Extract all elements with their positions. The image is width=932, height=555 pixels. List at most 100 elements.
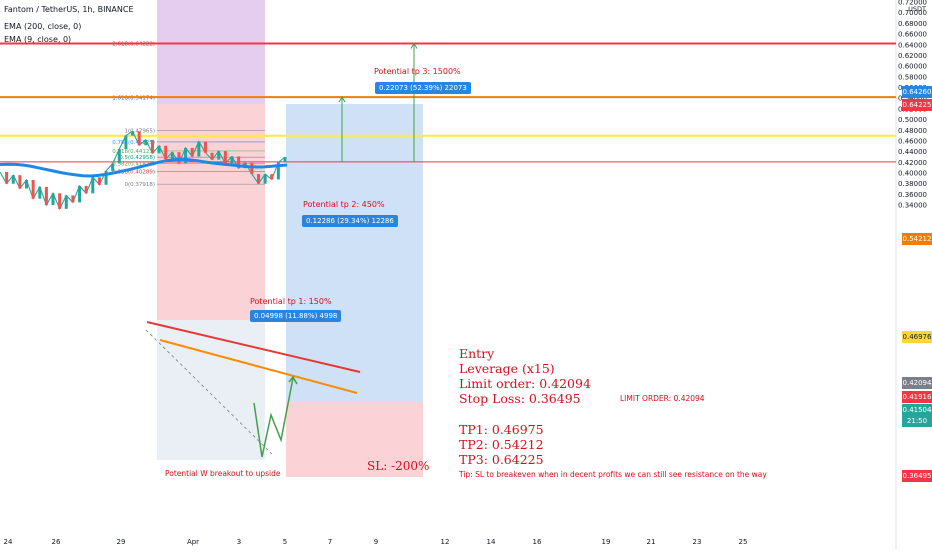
candle-body	[190, 147, 194, 157]
candle-body	[71, 195, 75, 203]
candle-body	[203, 141, 207, 153]
fib-level-label: 0.618(0.44127)	[112, 149, 155, 155]
target-arrowhead	[338, 96, 346, 103]
tip-note: Tip: SL to breakeven when in decent prof…	[459, 470, 767, 479]
candle-body	[25, 179, 29, 189]
candle-body	[150, 139, 154, 154]
price-tick-label: 0.36000	[898, 191, 927, 199]
candle-body	[210, 152, 214, 160]
date-tick-label: 23	[693, 538, 702, 546]
candle-body	[137, 131, 141, 146]
date-tick-label: 14	[487, 538, 496, 546]
tp3-title: Potential tp 3: 1500%	[374, 67, 461, 76]
candle-body	[38, 186, 42, 199]
ema9-legend[interactable]: EMA (9, close, 0)	[4, 35, 72, 44]
long-position-stop	[286, 402, 423, 477]
candle-body	[230, 156, 234, 164]
candle-body	[237, 156, 241, 169]
candle-body	[217, 151, 221, 160]
tp2-measure-tag: 0.12286 (29.34%) 12286	[302, 215, 398, 227]
limit-order-text: Limit order: 0.42094	[459, 376, 591, 391]
date-tick-label: 5	[283, 538, 287, 546]
leverage-text: Leverage (x15)	[459, 361, 555, 376]
price-tick-label: 0.46000	[898, 137, 927, 145]
candle-body	[177, 152, 181, 164]
price-tick-label: 0.50000	[898, 116, 927, 124]
price-tick-label: 0.54000	[898, 95, 927, 103]
price-label-limit: 0.42094	[902, 377, 932, 389]
fib-level-label: 0.786(0.45825)	[112, 140, 155, 146]
price-label-tp1: 0.46976	[902, 331, 932, 343]
price-tick-label: 0.60000	[898, 63, 927, 71]
ema200-line	[0, 157, 288, 178]
date-tick-label: 12	[441, 538, 450, 546]
fib-zone-band	[157, 320, 265, 460]
targets-text-block: TP1: 0.46975 TP2: 0.54212 TP3: 0.64225	[459, 422, 544, 467]
candle-body	[170, 152, 174, 160]
candle-body	[144, 139, 148, 146]
price-tick-label: 0.68000	[898, 20, 927, 28]
price-label-entry: 0.41916	[902, 391, 932, 403]
price-label-tp3: 0.64225	[902, 99, 932, 111]
long-position-target	[286, 104, 423, 402]
date-tick-label: 21	[647, 538, 656, 546]
fib-level-label: 0.236(0.40289)	[112, 169, 155, 175]
price-tick-label: 0.58000	[898, 73, 927, 81]
tp2-title: Potential tp 2: 450%	[303, 200, 385, 209]
candle-body	[223, 151, 227, 164]
candle-body	[117, 148, 121, 164]
candle-body	[124, 135, 128, 149]
ema200-legend[interactable]: EMA (200, close, 0)	[4, 22, 82, 31]
w-pattern-arrowhead	[288, 375, 298, 385]
candle-body	[197, 141, 201, 157]
price-label-last: 0.41504	[902, 404, 932, 416]
trendline-red	[146, 321, 361, 373]
date-tick-label: 16	[533, 538, 542, 546]
date-tick-label: 3	[237, 538, 241, 546]
time-zone-purple	[157, 0, 265, 104]
fib-level-label: 0.382(0.41826)	[112, 161, 155, 167]
candle-body	[5, 171, 9, 184]
candle-body	[91, 177, 95, 194]
candle-body	[84, 185, 88, 194]
candle-body	[131, 131, 135, 136]
price-label-tp2: 0.54212	[902, 233, 932, 245]
entry-text-block: Entry Leverage (x15) Limit order: 0.4209…	[459, 346, 591, 406]
candle-body	[270, 174, 274, 180]
candle-body	[157, 145, 161, 154]
tp3-measure-tag: 0.22073 (52.39%) 22073	[375, 82, 471, 94]
date-tick-label: 19	[602, 538, 611, 546]
candle-body	[97, 177, 101, 185]
price-tick-label: 0.70000	[898, 9, 927, 17]
target-arrowhead	[410, 42, 418, 49]
date-tick-label: 24	[4, 538, 13, 546]
price-tick-label: 0.48000	[898, 127, 927, 135]
stop-loss-note: SL: -200%	[367, 459, 430, 473]
candle-body	[283, 156, 287, 163]
candle-body	[184, 147, 188, 164]
price-label-countdown: 21:50	[902, 415, 932, 427]
candle-body	[263, 174, 267, 184]
tp1-title: Potential tp 1: 150%	[250, 297, 332, 306]
price-tick-label: 0.38000	[898, 180, 927, 188]
price-tick-label: 0.64000	[898, 41, 927, 49]
candle-body	[64, 195, 68, 209]
fib-level-label: 2.618(0.64222)	[112, 42, 155, 48]
date-tick-label: 9	[374, 538, 378, 546]
candle-body	[256, 174, 260, 184]
candle-body	[31, 179, 35, 199]
candle-body	[58, 193, 62, 209]
candle-body	[164, 145, 168, 160]
candle-body	[276, 162, 280, 180]
price-tick-label: 0.40000	[898, 170, 927, 178]
stop-loss-text: Stop Loss: 0.36495	[459, 391, 581, 406]
candle-body	[44, 186, 48, 206]
price-tick-label: 0.44000	[898, 148, 927, 156]
date-tick-label: 26	[52, 538, 61, 546]
price-label-stop: 0.36495	[902, 470, 932, 482]
date-tick-label: 25	[739, 538, 748, 546]
price-label-tp3-measure: 0.64260	[902, 86, 932, 98]
tp2-text: TP2: 0.54212	[459, 437, 544, 452]
